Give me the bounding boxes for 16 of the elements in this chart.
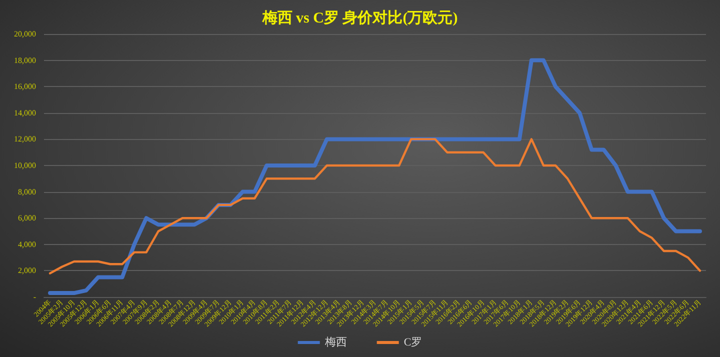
y-tick-label: 10,000 [14,161,36,170]
y-tick-label: 8,000 [18,187,36,196]
y-tick-label: - [33,292,36,302]
y-tick-label: 6,000 [18,214,36,223]
y-tick-label: 18,000 [14,56,36,65]
legend-label: C罗 [404,336,422,348]
chart-title: 梅西 vs C罗 身价对比(万欧元) [261,10,458,26]
line-series [48,138,702,274]
legend-label: 梅西 [324,336,347,348]
y-tick-label: 14,000 [14,108,36,118]
line-series [48,58,702,296]
y-tick-label: 16,000 [14,82,36,92]
y-tick-label: 2,000 [18,266,36,276]
y-tick-label: 12,000 [14,134,36,144]
y-tick-label: 4,000 [18,240,36,249]
y-tick-label: 20,000 [14,30,36,38]
